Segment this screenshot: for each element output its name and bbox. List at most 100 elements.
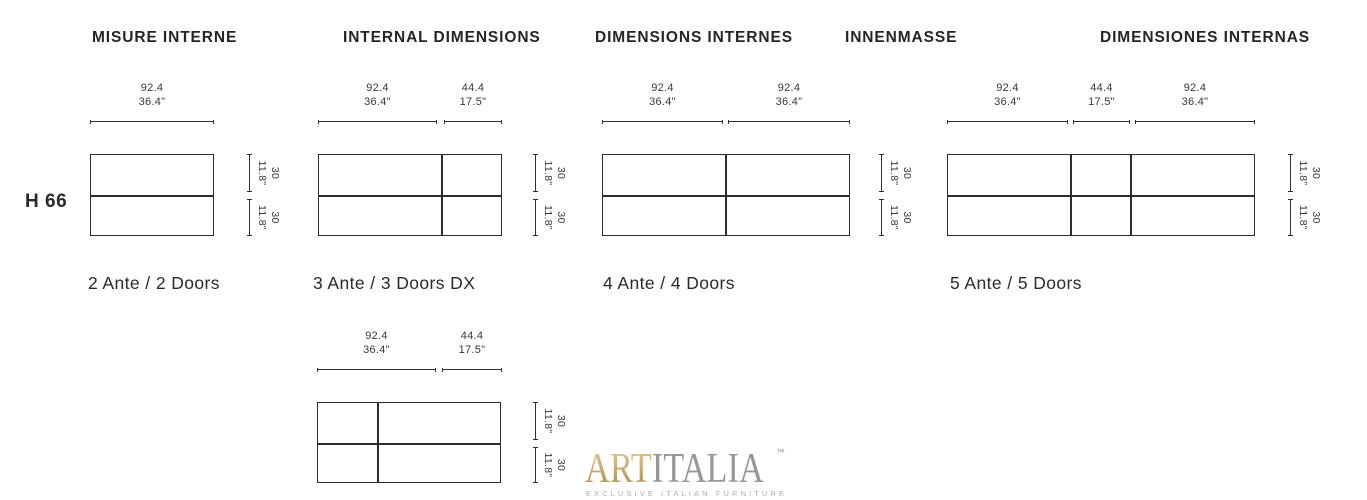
dimension-end-tick [247, 235, 252, 236]
logo-text-art: ART [585, 446, 652, 492]
dimension-end-tick [247, 199, 252, 200]
height-dimension-line [249, 154, 250, 192]
dimension-end-tick [1067, 120, 1068, 124]
height-dimension-line [249, 199, 250, 236]
dimension-end-tick [247, 191, 252, 192]
height-dimension-label: 30 11.8" [888, 160, 913, 186]
width-dimension-line [1135, 121, 1255, 122]
dimension-end-tick [602, 120, 603, 124]
shelf-divider [90, 195, 214, 197]
door-divider [1129, 154, 1133, 236]
width-dimension-line [947, 121, 1068, 122]
width-dimension-label: 92.4 36.4" [649, 82, 676, 108]
width-dimension-label: 92.4 36.4" [363, 330, 390, 356]
height-dimension-label: 30 11.8" [542, 408, 567, 434]
width-dimension-line [317, 369, 436, 370]
shelf-divider [947, 195, 1255, 197]
dimension-end-tick [947, 120, 948, 124]
height-code-label: H 66 [25, 191, 68, 212]
height-dimension-label: 30 11.8" [1297, 160, 1322, 186]
dimension-end-tick [501, 368, 502, 372]
logo-text-italia: ITALIA [651, 446, 764, 492]
dimension-end-tick [213, 120, 214, 124]
width-dimension-label: 92.4 36.4" [138, 82, 166, 108]
dimension-end-tick [501, 120, 502, 124]
width-dimension-label: 44.4 17.5" [1088, 82, 1115, 108]
dimension-end-tick [533, 154, 538, 155]
door-divider [1070, 154, 1072, 236]
logo-wordmark: ARTITALIA [585, 448, 764, 490]
column-header: DIMENSIONES INTERNAS [1100, 29, 1311, 46]
door-divider [440, 154, 444, 236]
height-dimension-label: 30 11.8" [1297, 205, 1322, 230]
figure-caption: 3 Ante / 3 Doors DX [313, 273, 476, 293]
dimension-end-tick [1288, 191, 1293, 192]
height-dimension-line [535, 154, 536, 192]
dimension-end-tick [533, 191, 538, 192]
dimension-end-tick [533, 402, 538, 403]
logo-tagline: EXCLUSIVE ITALIAN FURNITURE [586, 489, 788, 498]
height-dimension-label: 30 11.8" [888, 205, 913, 230]
cabinet-outline [317, 402, 501, 483]
width-dimension-line [728, 121, 850, 122]
dimension-end-tick [442, 368, 443, 372]
dimension-end-tick [247, 154, 252, 155]
width-dimension-label: 92.4 36.4" [775, 82, 803, 108]
dimension-end-tick [1073, 120, 1074, 124]
figure-caption: 2 Ante / 2 Doors [88, 273, 220, 293]
width-dimension-line [90, 121, 214, 122]
width-dimension-line [602, 121, 723, 122]
column-header: INTERNAL DIMENSIONS [343, 29, 541, 46]
column-header: MISURE INTERNE [92, 29, 238, 46]
width-dimension-label: 92.4 36.4" [364, 82, 391, 108]
height-dimension-line [881, 199, 882, 236]
dimension-end-tick [90, 120, 91, 124]
dimension-end-tick [317, 368, 318, 372]
width-dimension-label: 44.4 17.5" [458, 330, 486, 356]
width-dimension-line [318, 121, 437, 122]
dimension-end-tick [436, 120, 437, 124]
artitalia-logo: ARTITALIA ™ EXCLUSIVE ITALIAN FURNITURE [585, 447, 795, 498]
door-divider [725, 154, 727, 236]
height-dimension-label: 30 11.8" [542, 205, 567, 230]
dimension-end-tick [533, 235, 538, 236]
height-dimension-line [1290, 154, 1291, 192]
height-dimension-label: 30 11.8" [256, 160, 281, 186]
dimension-end-tick [435, 368, 436, 372]
height-dimension-line [535, 402, 536, 440]
dimension-end-tick [879, 191, 884, 192]
height-dimension-label: 30 11.8" [542, 160, 567, 186]
height-dimension-label: 30 11.8" [542, 452, 567, 478]
shelf-divider [317, 443, 501, 445]
dimension-end-tick [728, 120, 729, 124]
dimension-end-tick [444, 120, 445, 124]
height-dimension-line [1290, 199, 1291, 236]
width-dimension-label: 92.4 36.4" [994, 82, 1021, 108]
dimension-end-tick [533, 439, 538, 440]
dimension-end-tick [849, 120, 850, 124]
height-dimension-line [535, 199, 536, 236]
width-dimension-line [444, 121, 502, 122]
width-dimension-line [442, 369, 502, 370]
dimension-end-tick [722, 120, 723, 124]
trademark-symbol: ™ [776, 447, 785, 457]
column-header: DIMENSIONS INTERNES [595, 29, 793, 46]
dimension-end-tick [1129, 120, 1130, 124]
dimension-end-tick [1288, 199, 1293, 200]
figure-caption: 5 Ante / 5 Doors [950, 273, 1082, 293]
height-dimension-line [535, 447, 536, 483]
dimension-end-tick [1254, 120, 1255, 124]
dimension-end-tick [879, 154, 884, 155]
height-dimension-label: 30 11.8" [256, 205, 281, 230]
shelf-divider [318, 195, 502, 197]
door-divider [377, 402, 379, 483]
width-dimension-label: 44.4 17.5" [459, 82, 487, 108]
dimension-end-tick [1135, 120, 1136, 124]
height-dimension-line [881, 154, 882, 192]
dimension-end-tick [533, 482, 538, 483]
dimension-end-tick [879, 199, 884, 200]
width-dimension-line [1073, 121, 1130, 122]
dimension-end-tick [1288, 235, 1293, 236]
column-header: INNENMASSE [845, 29, 958, 46]
